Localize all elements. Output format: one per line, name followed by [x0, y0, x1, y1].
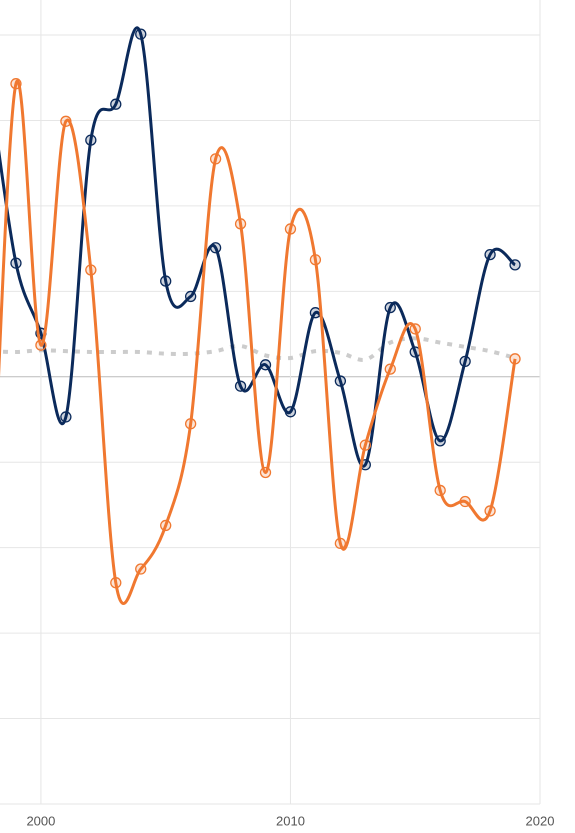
data-point — [284, 223, 297, 235]
data-point — [384, 301, 396, 314]
data-point — [135, 563, 147, 575]
data-point — [209, 242, 222, 254]
x-tick-label: 2000 — [26, 813, 55, 828]
data-point — [184, 290, 197, 303]
data-point — [309, 307, 322, 319]
data-point — [234, 380, 247, 392]
data-point — [259, 359, 272, 371]
data-point — [60, 411, 72, 423]
data-point — [35, 339, 47, 351]
data-point — [409, 323, 421, 335]
data-point — [509, 259, 521, 271]
data-point — [509, 353, 521, 365]
data-point — [434, 484, 446, 497]
series-line — [0, 26, 516, 468]
data-point — [459, 355, 471, 368]
data-point — [309, 254, 322, 266]
data-point — [434, 435, 446, 447]
data-point — [384, 363, 396, 375]
data-point — [85, 264, 97, 276]
x-tick-label: 2010 — [276, 813, 305, 828]
data-point — [110, 98, 122, 110]
data-point — [85, 134, 97, 146]
data-point — [484, 505, 496, 517]
data-point — [284, 406, 297, 418]
data-point — [459, 495, 471, 508]
data-point — [184, 418, 197, 430]
data-point — [160, 519, 172, 532]
data-point — [334, 375, 347, 387]
data-point — [60, 115, 72, 127]
data-point — [334, 537, 347, 550]
data-point — [135, 28, 147, 40]
x-tick-label: 2020 — [526, 813, 555, 828]
data-point — [110, 577, 122, 589]
series-line — [0, 336, 516, 362]
data-point — [160, 275, 172, 287]
data-point — [359, 439, 371, 451]
series-line — [0, 79, 517, 605]
data-point — [10, 257, 22, 269]
plot-area — [0, 26, 521, 605]
data-point — [10, 78, 22, 90]
data-point — [209, 153, 222, 165]
data-point — [234, 218, 247, 230]
data-point — [484, 248, 496, 261]
data-point — [259, 466, 272, 479]
